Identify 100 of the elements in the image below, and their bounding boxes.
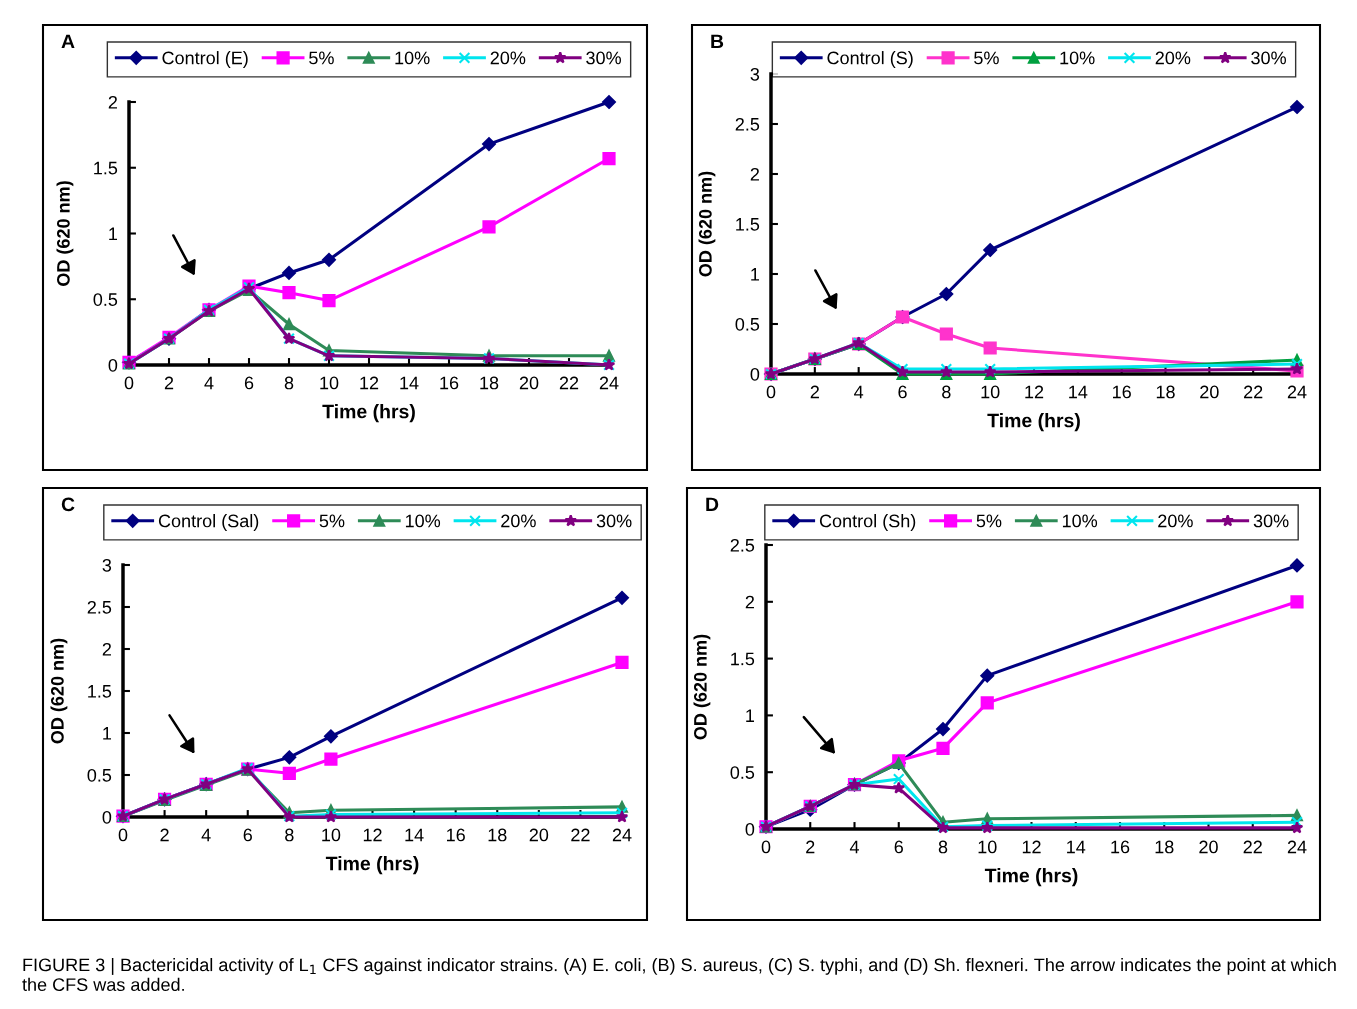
legend-label: Control (Sh) — [819, 514, 916, 531]
legend-label: 5% — [319, 514, 345, 528]
x-tick-label: 10 — [978, 840, 997, 854]
y-tick-label: 0.5 — [730, 766, 755, 779]
y-tick-label: 1.5 — [88, 685, 112, 698]
x-tick-label: 20 — [529, 828, 549, 842]
x-tick-label: 20 — [519, 376, 539, 390]
chart-title: A — [61, 34, 75, 49]
y-tick-label: 0 — [108, 358, 118, 372]
legend-label: 5% — [974, 51, 999, 65]
x-tick-label: 2 — [164, 376, 174, 390]
x-tick-label: 0 — [118, 828, 128, 842]
chart-title: C — [61, 497, 75, 512]
x-tick-label: 12 — [1022, 840, 1041, 854]
x-tick-label: 18 — [1155, 840, 1174, 854]
y-tick-label: 2.5 — [730, 538, 755, 552]
x-axis-title: Time (hrs) — [987, 413, 1080, 432]
legend-label: 5% — [309, 51, 334, 65]
y-axis-title: OD (620 nm) — [56, 181, 74, 286]
y-tick-label: 2 — [745, 595, 754, 609]
legend-label: 20% — [1155, 51, 1191, 65]
legend-label: 10% — [405, 514, 441, 528]
legend-label: 20% — [501, 514, 536, 528]
y-tick-label: 0.5 — [87, 768, 112, 782]
text: FIGURE 3 | Bactericidal activity of L$_{1}$ CFS against indicator strains. (A) E. coli, (B) S. aureus, (C) S. typhi, and (D) Sh. flexneri. The arrow indicates the point at which the CFS was added. — [22, 958, 1336, 992]
x-tick-label: 12 — [1025, 385, 1044, 399]
y-tick-label: 0 — [102, 810, 112, 824]
y-tick-label: 1 — [746, 709, 755, 722]
legend-label: Control (E) — [162, 51, 248, 68]
x-tick-label: 2 — [160, 828, 169, 842]
y-tick-label: 0 — [750, 367, 760, 381]
x-tick-label: 20 — [1200, 385, 1219, 399]
x-tick-label: 22 — [571, 828, 590, 842]
y-tick-label: 2 — [102, 642, 111, 656]
x-tick-label: 4 — [201, 828, 211, 842]
x-tick-label: 16 — [447, 828, 465, 842]
x-tick-label: 14 — [1069, 385, 1088, 399]
x-tick-label: 10 — [981, 385, 1000, 399]
x-tick-label: 4 — [204, 376, 214, 390]
x-tick-label: 12 — [363, 828, 382, 842]
x-tick-label: 2 — [810, 385, 819, 399]
legend-label: 5% — [976, 514, 1002, 528]
legend-label: Control (S) — [827, 51, 913, 68]
x-axis-title: Time (hrs) — [322, 404, 415, 423]
x-tick-label: 0 — [766, 385, 776, 399]
x-tick-label: 8 — [938, 840, 948, 854]
x-tick-label: 8 — [285, 828, 294, 842]
x-tick-label: 20 — [1199, 840, 1218, 854]
y-tick-label: 1 — [751, 268, 760, 281]
y-tick-label: 3 — [750, 67, 760, 81]
x-tick-label: 6 — [244, 376, 254, 390]
x-tick-label: 16 — [1113, 385, 1131, 399]
legend-label: Control (Sal) — [158, 514, 259, 531]
x-tick-label: 18 — [488, 828, 507, 842]
x-tick-label: 24 — [599, 376, 619, 390]
y-axis-title: OD (620 nm) — [693, 634, 711, 740]
x-tick-label: 8 — [942, 385, 951, 399]
y-tick-label: 2.5 — [87, 600, 112, 614]
x-tick-label: 18 — [1156, 385, 1175, 399]
x-tick-label: 6 — [894, 840, 903, 854]
y-axis-title: OD (620 nm) — [698, 171, 716, 277]
y-tick-label: 0.5 — [93, 293, 118, 306]
x-tick-label: 14 — [400, 376, 419, 390]
x-tick-label: 22 — [1243, 840, 1262, 854]
x-tick-label: 22 — [1244, 385, 1263, 399]
legend-label: 30% — [1253, 514, 1289, 528]
legend-label: 30% — [586, 51, 621, 65]
y-tick-label: 1 — [109, 227, 118, 241]
x-tick-label: 0 — [124, 376, 134, 390]
legend-label: 10% — [395, 51, 430, 65]
y-tick-label: 0.5 — [735, 317, 760, 331]
y-tick-label: 2.5 — [735, 117, 760, 131]
x-tick-label: 0 — [761, 840, 771, 854]
x-tick-label: 10 — [322, 828, 341, 842]
y-tick-label: 1.5 — [731, 652, 755, 666]
legend-label: 30% — [596, 514, 632, 528]
x-tick-label: 18 — [480, 376, 499, 390]
x-tick-label: 4 — [854, 385, 864, 399]
chart-title: D — [706, 497, 719, 512]
x-tick-label: 14 — [405, 828, 424, 842]
x-tick-label: 4 — [849, 840, 859, 854]
x-tick-label: 10 — [320, 376, 339, 390]
y-tick-label: 1.5 — [736, 218, 760, 231]
y-axis-title: OD (620 nm) — [50, 638, 68, 744]
y-tick-label: 1.5 — [94, 161, 118, 175]
y-tick-label: 2 — [108, 95, 117, 109]
legend-label: 10% — [1060, 51, 1095, 65]
x-tick-label: 2 — [806, 840, 815, 854]
x-tick-label: 16 — [440, 376, 459, 390]
y-tick-label: 3 — [102, 558, 112, 572]
chart-title: B — [711, 34, 724, 49]
legend-label: 10% — [1062, 514, 1098, 528]
legend-label: 20% — [490, 51, 526, 65]
x-tick-label: 22 — [559, 376, 579, 390]
legend-label: 30% — [1251, 51, 1286, 65]
x-tick-label: 6 — [243, 828, 252, 842]
x-tick-label: 14 — [1067, 840, 1086, 854]
x-tick-label: 24 — [1287, 840, 1307, 854]
x-tick-label: 16 — [1111, 840, 1130, 854]
x-axis-title: Time (hrs) — [325, 856, 419, 875]
